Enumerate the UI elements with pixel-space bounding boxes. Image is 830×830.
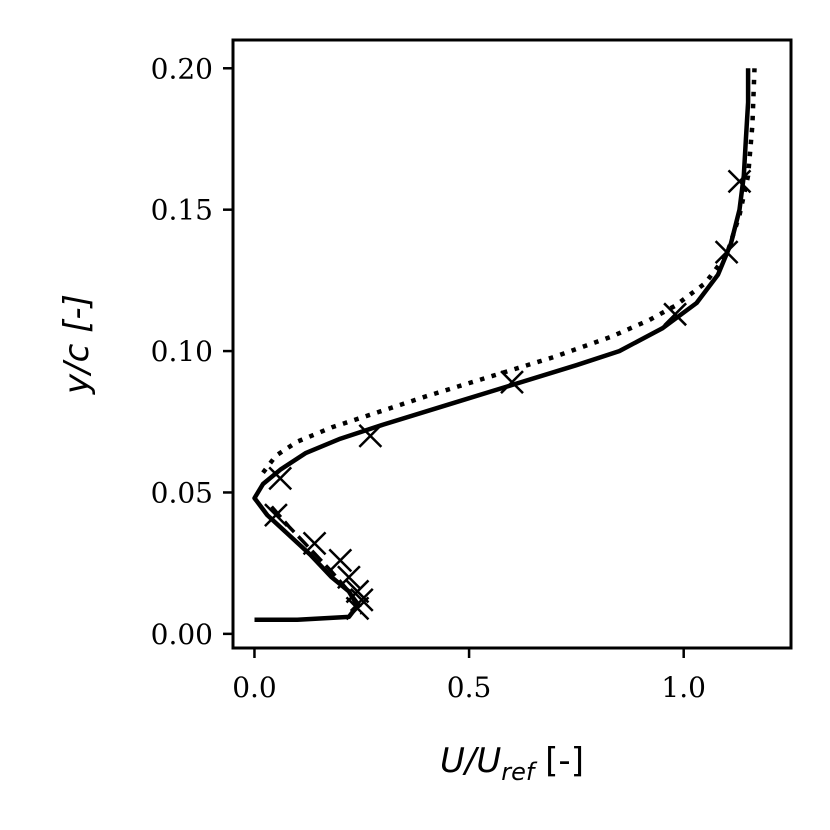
data-point-marker [345,596,370,621]
x-axis-label-subscript: ref [501,758,538,786]
x-axis-ticks: 0.0 0.5 1.0 [232,648,706,704]
data-point-marker [337,565,361,590]
y-tick-label: 0.10 [151,335,213,368]
data-point-marker [349,588,374,612]
x-axis-label: U/Uref [-] [440,741,584,786]
data-point-marker [264,503,288,527]
y-tick-label: 0.20 [151,52,213,85]
y-axis-ticks: 0.00 0.05 0.10 0.15 0.20 [151,52,233,651]
x-tick-label: 0.5 [447,671,492,704]
plot-area-frame [231,38,793,650]
data-point-marker [268,466,293,491]
x-tick-label: 1.0 [661,671,706,704]
data-point-marker [358,424,383,448]
data-point-marker [345,579,370,604]
x-axis-label-main: U/U [440,741,501,781]
y-tick-label: 0.00 [151,618,213,651]
x-tick-label: 0.0 [232,671,277,704]
series-layer [252,68,757,622]
solid-series-line [252,68,751,622]
x-marker-series [264,169,752,621]
y-tick-label: 0.15 [151,194,213,227]
data-point-marker [714,240,739,264]
y-tick-label: 0.05 [151,476,213,509]
data-point-marker [663,302,687,327]
dotted-series-line [261,68,757,475]
data-point-marker [302,531,327,556]
x-axis-label-unit: [-] [534,741,584,781]
y-axis-label: y/c [-] [57,294,97,395]
data-point-marker [727,169,752,194]
data-point-marker [500,370,524,395]
data-point-marker [328,548,353,573]
